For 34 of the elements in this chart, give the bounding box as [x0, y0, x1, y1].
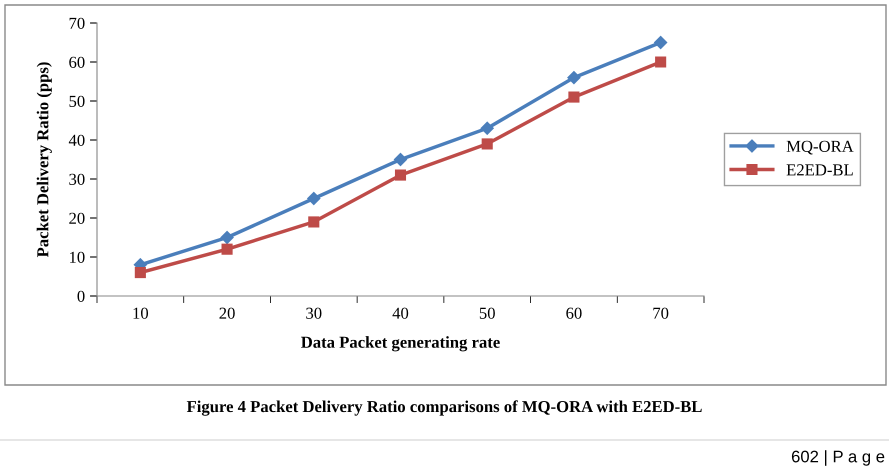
x-tick-label: 70	[653, 308, 668, 319]
legend-label: MQ-ORA	[786, 140, 854, 154]
y-tick-label: 70	[70, 18, 85, 29]
point	[394, 170, 406, 181]
y-tick-label: 30	[69, 174, 85, 185]
y-tick-label: 20	[69, 212, 85, 224]
text: 602 | P a g e	[792, 450, 884, 466]
x-tick-label: 40	[392, 308, 408, 319]
point	[307, 192, 320, 206]
x-tick-label: 20	[219, 308, 235, 319]
point	[568, 92, 580, 103]
x-axis-title: Data Packet generating rate	[301, 336, 500, 352]
point	[220, 230, 234, 244]
x-tick-label: 30	[306, 308, 322, 319]
point	[308, 216, 320, 228]
y-axis-title: Packet Delivery Ratio (pps)	[36, 62, 52, 258]
point	[394, 152, 408, 166]
y-tick-label: 10	[70, 252, 85, 263]
x-tick-label: 50	[480, 308, 495, 319]
x-tick-label: 10	[133, 308, 148, 319]
point	[134, 267, 146, 278]
y-tick-label: 50	[69, 96, 85, 107]
point	[567, 71, 581, 84]
point	[222, 244, 233, 255]
y-tick-label: 40	[68, 134, 85, 146]
point	[480, 122, 494, 135]
y-tick-label: 0	[77, 290, 85, 302]
legend-label: E2ED-BL	[786, 164, 853, 176]
caption: Figure 4 Packet Delivery Ratio comparisons of MQ-ORA with E2ED-BL	[186, 400, 702, 416]
y-tick-label: 60	[69, 56, 85, 68]
x-tick-label: 60	[566, 308, 582, 319]
point	[482, 138, 493, 150]
point	[655, 56, 666, 68]
point	[654, 36, 668, 50]
